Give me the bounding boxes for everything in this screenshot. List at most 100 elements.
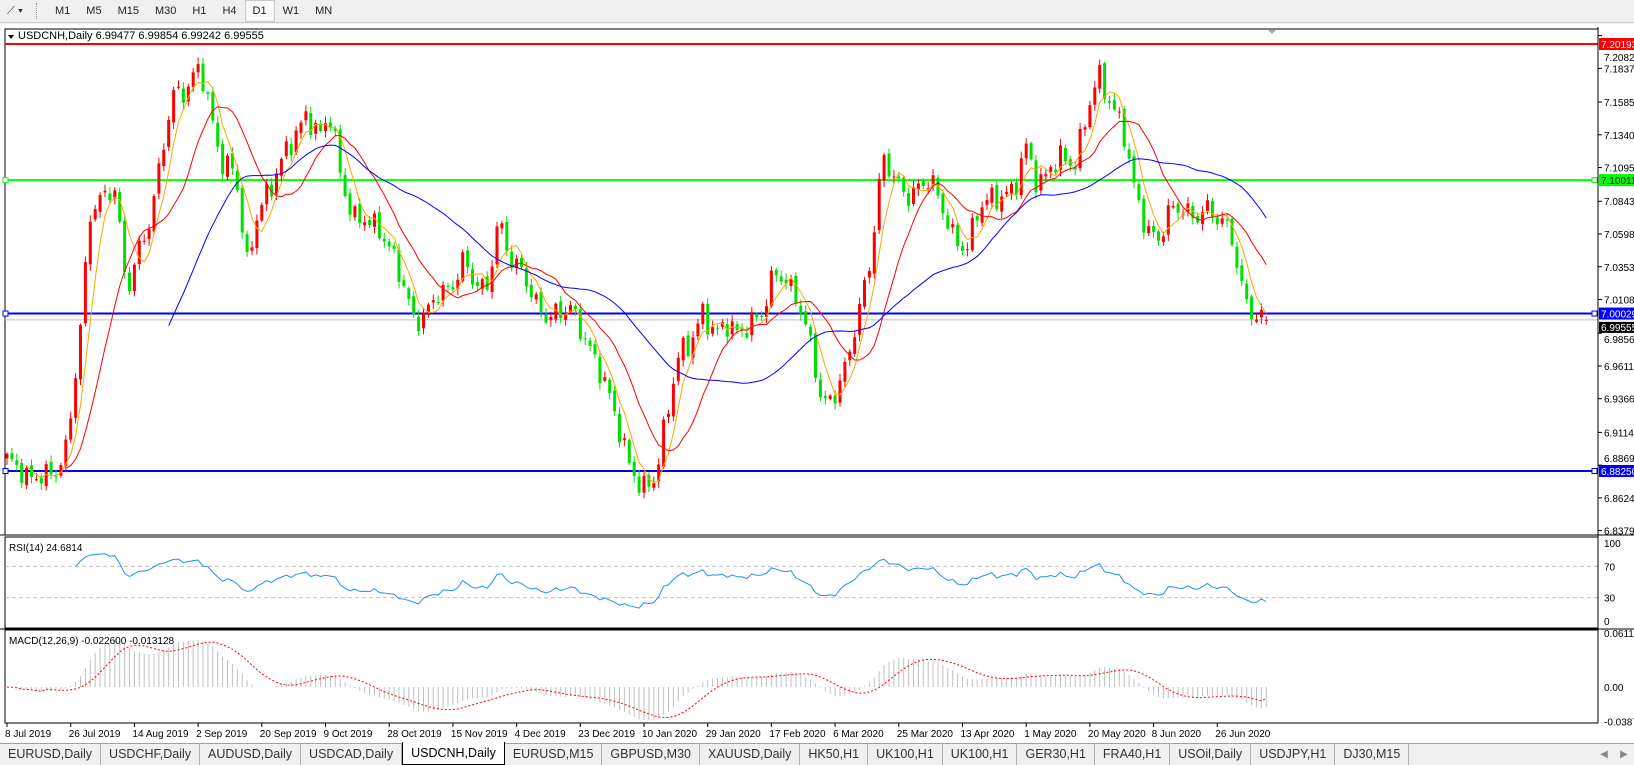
candle-body bbox=[970, 217, 974, 251]
price-tag-red bbox=[1599, 38, 1634, 50]
chart-tab[interactable]: GBPUSD,M30 bbox=[602, 744, 700, 765]
candle-body bbox=[608, 379, 612, 394]
candle-body bbox=[1186, 203, 1190, 212]
candle-body bbox=[1103, 63, 1107, 99]
candle-body bbox=[632, 461, 636, 476]
scroll-left-icon[interactable]: ◀ bbox=[1600, 749, 1608, 760]
candle-body bbox=[985, 200, 989, 205]
candle-body bbox=[485, 276, 489, 290]
chart-tab[interactable]: UK100,H1 bbox=[943, 744, 1018, 765]
timeframe-m15[interactable]: M15 bbox=[117, 5, 139, 17]
price-axis-label: 6.88690 bbox=[1604, 454, 1634, 465]
candle-body bbox=[931, 175, 935, 186]
price-axis-label: 6.86240 bbox=[1604, 494, 1634, 505]
time-axis-label: 9 Oct 2019 bbox=[324, 729, 373, 740]
chart-tab[interactable]: UK100,H1 bbox=[868, 744, 943, 765]
candle-body bbox=[1240, 265, 1244, 281]
candle-body bbox=[505, 221, 509, 251]
candle-body bbox=[745, 332, 749, 338]
candle-body bbox=[544, 314, 548, 323]
candle-body bbox=[338, 129, 342, 173]
candle-body bbox=[328, 122, 332, 128]
toolbar-grip[interactable] bbox=[36, 3, 41, 19]
candle-body bbox=[779, 276, 783, 282]
candle-body bbox=[49, 461, 53, 475]
chart-tab[interactable]: USDJPY,H1 bbox=[1251, 744, 1336, 765]
candle-body bbox=[304, 111, 308, 121]
price-axis-label: 6.93660 bbox=[1604, 395, 1634, 406]
timeframe-m1[interactable]: M1 bbox=[55, 5, 71, 17]
candle-body bbox=[299, 122, 303, 133]
chart-tab[interactable]: EURUSD,M15 bbox=[505, 744, 603, 765]
candle-body bbox=[392, 245, 396, 249]
candle-body bbox=[1161, 236, 1165, 242]
candle-body bbox=[377, 212, 381, 239]
candle-body bbox=[858, 303, 862, 335]
chart-canvas[interactable]: 7.208207.18370 7.15850 7.13400 7.10950 7.084… bbox=[0, 24, 1634, 743]
chart-tab[interactable]: USDCAD,Daily bbox=[301, 744, 403, 765]
timeframe-mn[interactable]: MN bbox=[315, 5, 333, 17]
candle-body bbox=[103, 190, 107, 193]
candle-body bbox=[1088, 105, 1092, 128]
candle-body bbox=[1073, 167, 1077, 170]
chart-tab[interactable]: GER30,H1 bbox=[1017, 744, 1095, 765]
chart-tab[interactable]: XAUUSD,Daily bbox=[700, 744, 801, 765]
price-tag-blue1 bbox=[1599, 307, 1634, 320]
time-axis-label: 25 Mar 2020 bbox=[897, 729, 954, 740]
chart-tab[interactable]: USDCHF,Daily bbox=[101, 744, 200, 765]
timeframe-m30[interactable]: M30 bbox=[154, 5, 177, 17]
candle-body bbox=[828, 395, 832, 399]
time-axis-label: 29 Jan 2020 bbox=[706, 729, 761, 740]
candle-body bbox=[799, 306, 803, 314]
chart-tab[interactable]: EURUSD,Daily bbox=[0, 744, 102, 765]
candle-body bbox=[657, 464, 661, 482]
candle-body bbox=[882, 154, 886, 181]
tab-scroll-arrows[interactable]: ◀ ▶ bbox=[1594, 744, 1634, 765]
candle-body bbox=[564, 313, 568, 320]
timeframe-d1[interactable]: D1 bbox=[244, 0, 275, 22]
timeframe-h4[interactable]: H4 bbox=[222, 5, 237, 17]
candle-body bbox=[897, 176, 901, 179]
chart-window[interactable]: 7.208207.18370 7.15850 7.13400 7.10950 7.084… bbox=[0, 24, 1634, 743]
time-axis-label: 13 Apr 2020 bbox=[961, 729, 1015, 740]
chart-tab[interactable]: USDCNH,Daily bbox=[402, 742, 505, 765]
candle-body bbox=[167, 119, 171, 148]
chart-tab[interactable]: AUDUSD,Daily bbox=[200, 744, 302, 765]
candle-body bbox=[1142, 198, 1146, 233]
chart-tab[interactable]: USOil,Daily bbox=[1170, 744, 1252, 765]
scroll-right-icon[interactable]: ▶ bbox=[1620, 749, 1628, 760]
chart-tab[interactable]: HK50,H1 bbox=[800, 744, 869, 765]
price-axis-label: 7.18370 bbox=[1604, 64, 1634, 75]
chart-tab[interactable]: DJ30,M15 bbox=[1335, 744, 1410, 765]
candle-body bbox=[108, 193, 112, 201]
candle-body bbox=[515, 258, 519, 268]
price-tag-text: 7.00029 bbox=[1601, 310, 1634, 321]
drawing-tools-dropdown[interactable]: ⟋ ▾ bbox=[6, 4, 24, 17]
current-price-text: 6.99555 bbox=[1601, 323, 1634, 334]
price-axis-label: 6.83790 bbox=[1604, 527, 1634, 538]
time-axis-label: 20 Sep 2019 bbox=[260, 729, 317, 740]
price-axis-label: 7.05980 bbox=[1604, 230, 1634, 241]
candle-body bbox=[1245, 283, 1249, 300]
price-axis-label: 7.20820 bbox=[1604, 53, 1634, 64]
candle-body bbox=[559, 301, 563, 319]
candle-body bbox=[113, 190, 117, 198]
candle-body bbox=[402, 280, 406, 287]
candle-body bbox=[1078, 128, 1082, 169]
candle-body bbox=[1166, 205, 1170, 235]
candle-body bbox=[956, 224, 960, 247]
timeframe-w1[interactable]: W1 bbox=[282, 5, 300, 17]
candle-body bbox=[1029, 143, 1033, 160]
candle-body bbox=[1137, 184, 1141, 201]
candle-body bbox=[255, 220, 259, 248]
timeframe-m5[interactable]: M5 bbox=[86, 5, 102, 17]
time-axis-label: 26 Jun 2020 bbox=[1215, 729, 1270, 740]
candle-body bbox=[730, 321, 734, 335]
candle-body bbox=[279, 158, 283, 176]
candle-body bbox=[520, 257, 523, 267]
price-axis-label: 6.91140 bbox=[1604, 428, 1634, 439]
chart-tab[interactable]: FRA40,H1 bbox=[1095, 744, 1171, 765]
timeframe-h1[interactable]: H1 bbox=[192, 5, 207, 17]
candle-body bbox=[833, 395, 837, 404]
candle-body bbox=[980, 207, 984, 223]
